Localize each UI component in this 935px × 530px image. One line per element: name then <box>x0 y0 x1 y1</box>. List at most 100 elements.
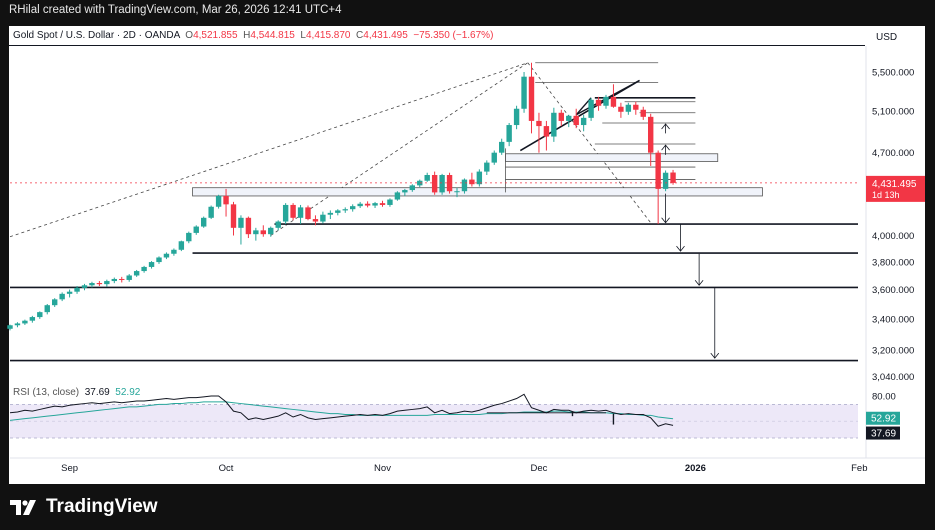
candle-body <box>364 203 371 206</box>
candle-body <box>595 99 602 106</box>
candle-up <box>253 227 259 241</box>
candle-up <box>171 248 177 256</box>
price-tick-label: 3,800.000 <box>872 257 914 268</box>
candle-body <box>74 287 80 292</box>
candle-body <box>22 320 28 324</box>
candle-up <box>297 204 304 225</box>
symbol-title[interactable]: Gold Spot / U.S. Dollar · 2D · OANDA <box>13 30 180 41</box>
candle-up <box>37 311 43 319</box>
candle-up <box>201 216 207 228</box>
currency-label[interactable]: USD <box>876 32 898 43</box>
candle-up <box>499 138 505 155</box>
candle-up <box>89 281 95 288</box>
candle-body <box>454 191 460 193</box>
candle-up <box>491 150 497 165</box>
badge-bg <box>866 175 925 202</box>
low-value: 4,415.870 <box>305 30 351 41</box>
candle-body <box>89 283 95 286</box>
candle-up <box>551 107 557 142</box>
rsi-tick-label: 80.00 <box>872 392 896 403</box>
target-arrow-4100 <box>661 193 670 224</box>
candle-body <box>417 180 423 186</box>
candle-down <box>230 201 237 236</box>
ohlc-legend[interactable]: Gold Spot / U.S. Dollar · 2D · OANDA O4,… <box>13 30 493 41</box>
candle-up <box>7 324 13 331</box>
candle-body <box>521 76 527 109</box>
candle-up <box>148 261 155 269</box>
candle-down <box>558 109 564 127</box>
candle-down <box>119 276 125 283</box>
candle-down <box>536 112 542 153</box>
candle-down <box>446 172 453 194</box>
candle-up <box>178 240 185 252</box>
candle-body <box>178 241 185 250</box>
candle-body <box>476 171 483 185</box>
candle-up <box>506 122 512 147</box>
badge-price: 4,431.495 <box>872 179 917 190</box>
candle-body <box>469 179 475 185</box>
rsi-badge: 37.69 <box>866 426 900 440</box>
candle-body <box>96 283 103 285</box>
candle-body <box>119 278 125 280</box>
candle-down <box>543 120 550 151</box>
candle-down <box>595 96 602 111</box>
candle-body <box>268 227 274 235</box>
arrow-head <box>676 245 685 252</box>
candle-up <box>59 292 65 302</box>
candle-up <box>603 94 609 109</box>
trend-line-long <box>9 62 528 238</box>
candle-up <box>163 252 170 260</box>
candle-body <box>335 210 341 213</box>
candle-down <box>312 215 319 226</box>
candle-body <box>81 285 88 288</box>
candle-body <box>513 108 520 126</box>
candle-up <box>357 201 363 208</box>
candle-up <box>156 256 162 264</box>
candle-up <box>625 102 632 115</box>
candle-up <box>342 207 348 213</box>
arrow-head <box>661 123 670 130</box>
candle-body <box>171 249 177 254</box>
rsi-band <box>10 404 858 438</box>
candle-body <box>238 217 244 228</box>
candle-body <box>312 219 319 222</box>
candle-body <box>126 275 132 280</box>
drawings-layer <box>9 62 858 362</box>
candle-body <box>499 141 505 153</box>
candle-up <box>66 289 73 298</box>
rsi-legend[interactable]: RSI (13, close) 37.69 52.92 <box>13 387 140 398</box>
candle-body <box>379 203 386 205</box>
candle-up <box>104 279 110 287</box>
tradingview-brand[interactable]: TradingView <box>10 494 158 520</box>
candle-body <box>372 203 378 206</box>
candle-down <box>618 102 624 118</box>
candle-body <box>633 104 639 110</box>
candle-up <box>424 172 430 182</box>
candle-body <box>201 217 207 227</box>
target-arrow-up-1 <box>661 123 670 134</box>
badge-countdown: 1d 13h <box>872 190 900 200</box>
candle-body <box>618 106 624 112</box>
price-tick-label: 3,200.000 <box>872 346 914 357</box>
candle-body <box>357 203 363 207</box>
candle-body <box>305 207 311 220</box>
candle-body <box>640 109 646 117</box>
candle-down <box>379 200 386 207</box>
badge-bg <box>866 411 900 425</box>
tradingview-logo-icon <box>10 500 36 515</box>
price-tick-label: 5,500.000 <box>872 68 914 79</box>
candle-body <box>603 96 609 106</box>
candle-up <box>417 179 423 188</box>
rsi-ma-line <box>9 401 674 421</box>
candle-body <box>439 175 445 193</box>
candle-up <box>44 304 50 315</box>
arrow-head <box>661 144 670 151</box>
candle-up <box>521 72 527 113</box>
candle-body <box>387 199 393 205</box>
candle-body <box>66 291 73 294</box>
candle-body <box>290 204 296 218</box>
candle-down <box>290 203 296 221</box>
resistance-zone-4350 <box>192 187 763 197</box>
